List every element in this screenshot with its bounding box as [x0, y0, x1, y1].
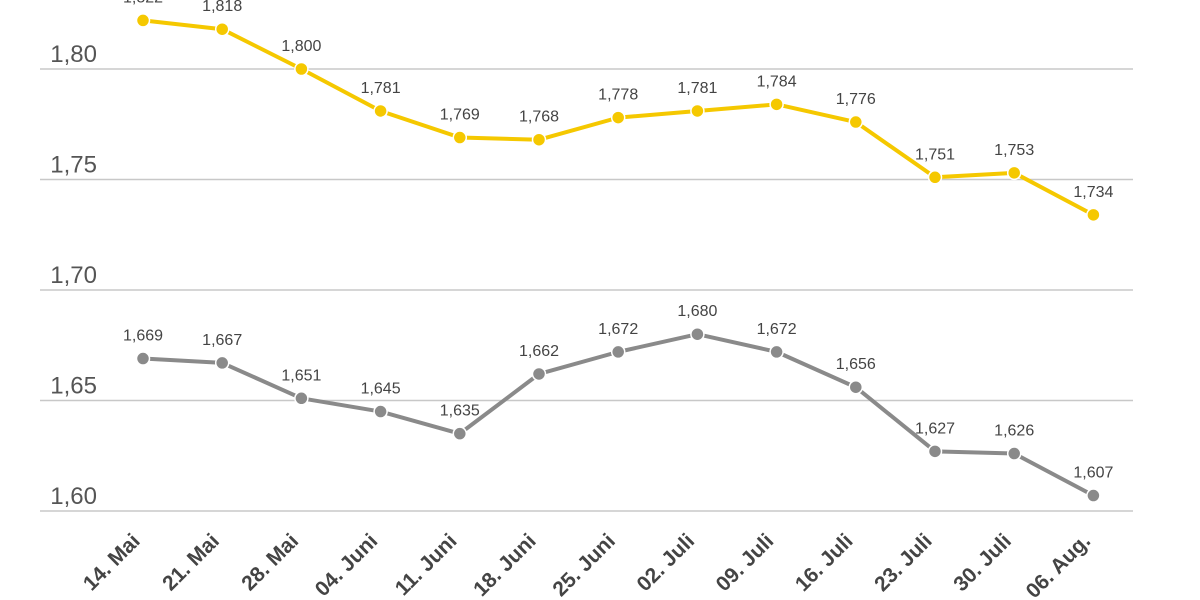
data-label-upper: 1,751 — [915, 146, 955, 163]
data-label-lower: 1,672 — [598, 321, 638, 338]
x-tick-label: 09. Juli — [712, 529, 779, 596]
data-label-lower: 1,626 — [994, 423, 1034, 440]
x-tick-label: 18. Juni — [469, 529, 541, 600]
data-label-lower: 1,607 — [1073, 465, 1113, 482]
data-point-upper — [927, 170, 943, 185]
data-label-upper: 1,781 — [361, 80, 401, 97]
data-label-lower: 1,627 — [915, 420, 955, 437]
data-point-upper — [135, 13, 151, 28]
data-point-lower — [927, 444, 943, 459]
y-axis-ticks: 1,60 1,65 1,70 1,75 1,80 — [50, 41, 97, 510]
x-tick-label: 30. Juli — [949, 529, 1016, 596]
y-tick-label: 1,75 — [50, 152, 97, 179]
data-point-upper — [690, 103, 705, 119]
data-label-lower: 1,669 — [123, 328, 163, 345]
data-label-lower: 1,651 — [281, 367, 321, 384]
data-point-upper — [373, 103, 388, 119]
data-point-upper — [848, 114, 864, 130]
x-tick-label: 14. Mai — [79, 529, 145, 595]
data-label-lower: 1,656 — [836, 356, 876, 373]
data-label-upper: 1,734 — [1073, 184, 1113, 201]
data-label-upper: 1,769 — [440, 107, 480, 124]
x-axis-ticks: 14. Mai 21. Mai 28. Mai 04. Juni 11. Juni 18.… — [79, 529, 1095, 600]
data-labels: 1,822 1,818 1,800 1,781 1,769 1,768 1,778 1,781… — [123, 0, 1114, 482]
x-tick-label: 16. Juli — [791, 529, 858, 596]
data-point-upper — [294, 61, 309, 77]
series — [135, 13, 1101, 503]
data-point-lower — [690, 326, 705, 342]
data-label-upper: 1,778 — [598, 87, 638, 104]
x-tick-label: 25. Juni — [548, 529, 620, 600]
x-tick-label: 23. Juli — [870, 529, 937, 596]
data-point-lower — [294, 391, 309, 406]
data-label-lower: 1,645 — [361, 381, 401, 398]
y-tick-label: 1,80 — [50, 41, 97, 68]
y-tick-label: 1,60 — [50, 483, 97, 510]
data-point-upper — [531, 132, 547, 147]
data-label-lower: 1,635 — [440, 403, 480, 420]
data-point-upper — [610, 110, 626, 125]
data-label-lower: 1,680 — [677, 303, 717, 320]
gridlines — [40, 68, 1133, 512]
y-tick-label: 1,65 — [50, 373, 97, 400]
data-label-upper: 1,800 — [281, 38, 321, 55]
data-point-lower — [135, 351, 151, 366]
data-point-upper — [214, 21, 230, 37]
data-point-lower — [531, 366, 547, 382]
data-label-upper: 1,781 — [677, 80, 717, 97]
data-point-upper — [1006, 165, 1022, 181]
data-point-lower — [1006, 446, 1022, 461]
data-point-upper — [452, 130, 468, 145]
data-point-lower — [214, 355, 230, 371]
y-tick-label: 1,70 — [50, 262, 97, 289]
x-tick-label: 06. Aug. — [1022, 529, 1095, 600]
data-point-lower — [769, 344, 784, 360]
data-label-upper: 1,784 — [757, 73, 797, 90]
x-tick-label: 04. Juni — [311, 529, 383, 600]
data-label-lower: 1,667 — [202, 332, 242, 349]
data-label-upper: 1,822 — [123, 0, 163, 6]
x-tick-label: 28. Mai — [237, 529, 303, 595]
x-tick-label: 02. Juli — [633, 529, 700, 596]
data-point-lower — [373, 404, 388, 419]
data-label-upper: 1,753 — [994, 142, 1034, 159]
data-point-lower — [610, 344, 626, 360]
data-label-lower: 1,672 — [757, 321, 797, 338]
data-point-lower — [848, 379, 864, 395]
x-tick-label: 21. Mai — [158, 529, 224, 595]
data-point-lower — [452, 426, 468, 441]
data-label-lower: 1,662 — [519, 343, 559, 360]
data-point-lower — [1086, 488, 1101, 503]
data-label-upper: 1,818 — [202, 0, 242, 15]
data-point-upper — [1086, 207, 1101, 223]
x-tick-label: 11. Juni — [391, 529, 462, 600]
data-label-upper: 1,768 — [519, 109, 559, 126]
data-point-upper — [769, 97, 784, 112]
data-label-upper: 1,776 — [836, 91, 876, 108]
